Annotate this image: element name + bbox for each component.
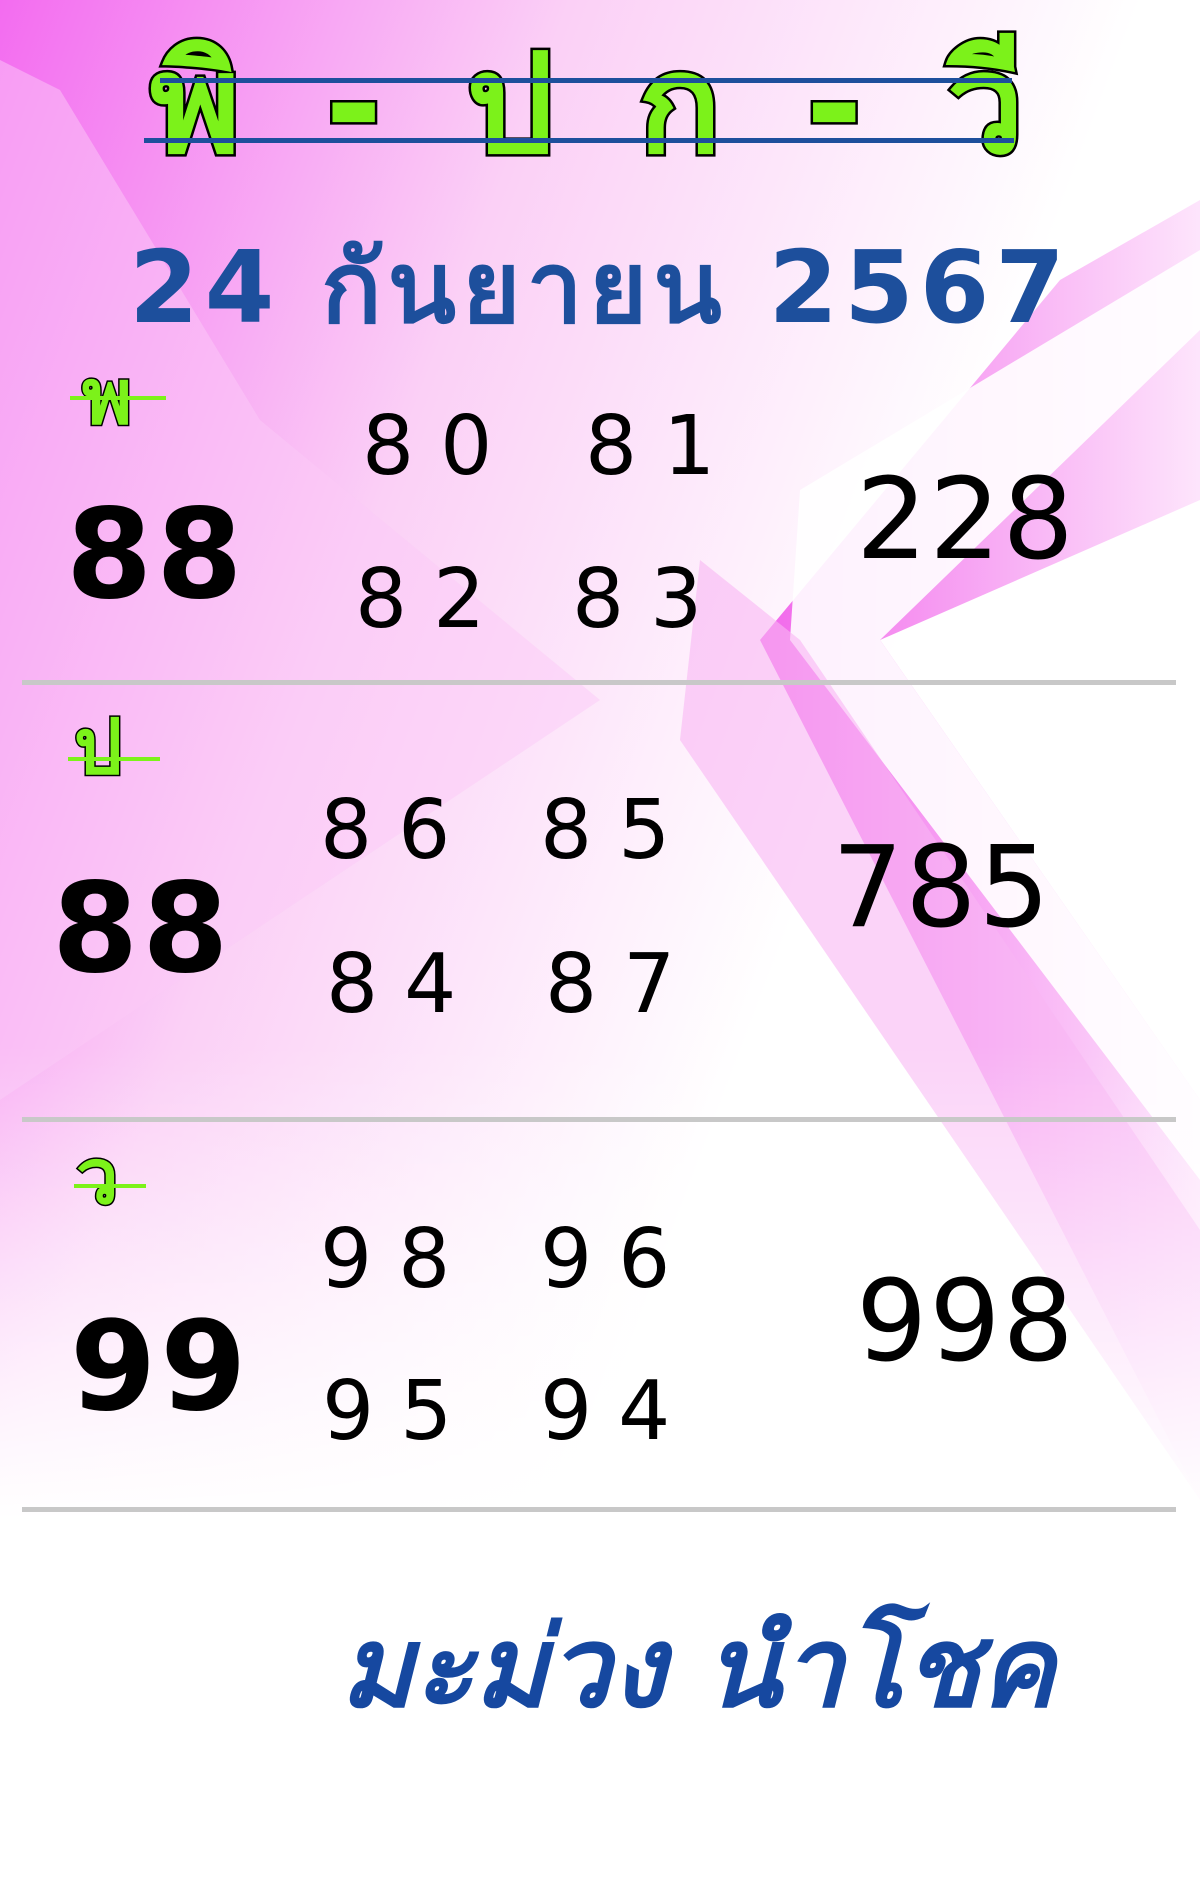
section-divider [22, 1117, 1176, 1122]
pair-number: 95 [322, 1364, 479, 1459]
pair-number: 84 [326, 937, 483, 1032]
main-number: 99 [70, 1295, 251, 1439]
pair-number: 94 [540, 1364, 697, 1459]
pair-number: 82 [355, 552, 512, 647]
pair-number: 81 [585, 399, 742, 494]
title-strike-line-top [160, 78, 1012, 83]
pair-number: 98 [320, 1212, 477, 1307]
pair-number: 80 [362, 399, 519, 494]
label-strike-line [74, 1184, 146, 1188]
triple-number: 998 [856, 1257, 1076, 1387]
pair-number: 96 [540, 1212, 697, 1307]
main-number: 88 [66, 483, 247, 627]
title-strike-line-bottom [144, 138, 1014, 143]
label-strike-line [70, 396, 166, 400]
section-label: ป [72, 701, 123, 793]
page-title: พิ - ป ก - วี [148, 22, 1043, 188]
section-label: ว [75, 1131, 121, 1223]
draw-date: 24 กันยายน 2567 [129, 229, 1071, 346]
pair-number: 87 [545, 937, 702, 1032]
label-strike-line [68, 757, 160, 761]
footer-brand: มะม่วง นำโชค [340, 1603, 1055, 1733]
section-divider [22, 1507, 1176, 1512]
section-divider [22, 680, 1176, 685]
pair-number: 86 [320, 783, 477, 878]
triple-number: 228 [856, 455, 1076, 585]
pair-number: 85 [540, 783, 697, 878]
main-number: 88 [52, 857, 233, 1001]
pair-number: 83 [572, 552, 729, 647]
triple-number: 785 [832, 823, 1052, 953]
